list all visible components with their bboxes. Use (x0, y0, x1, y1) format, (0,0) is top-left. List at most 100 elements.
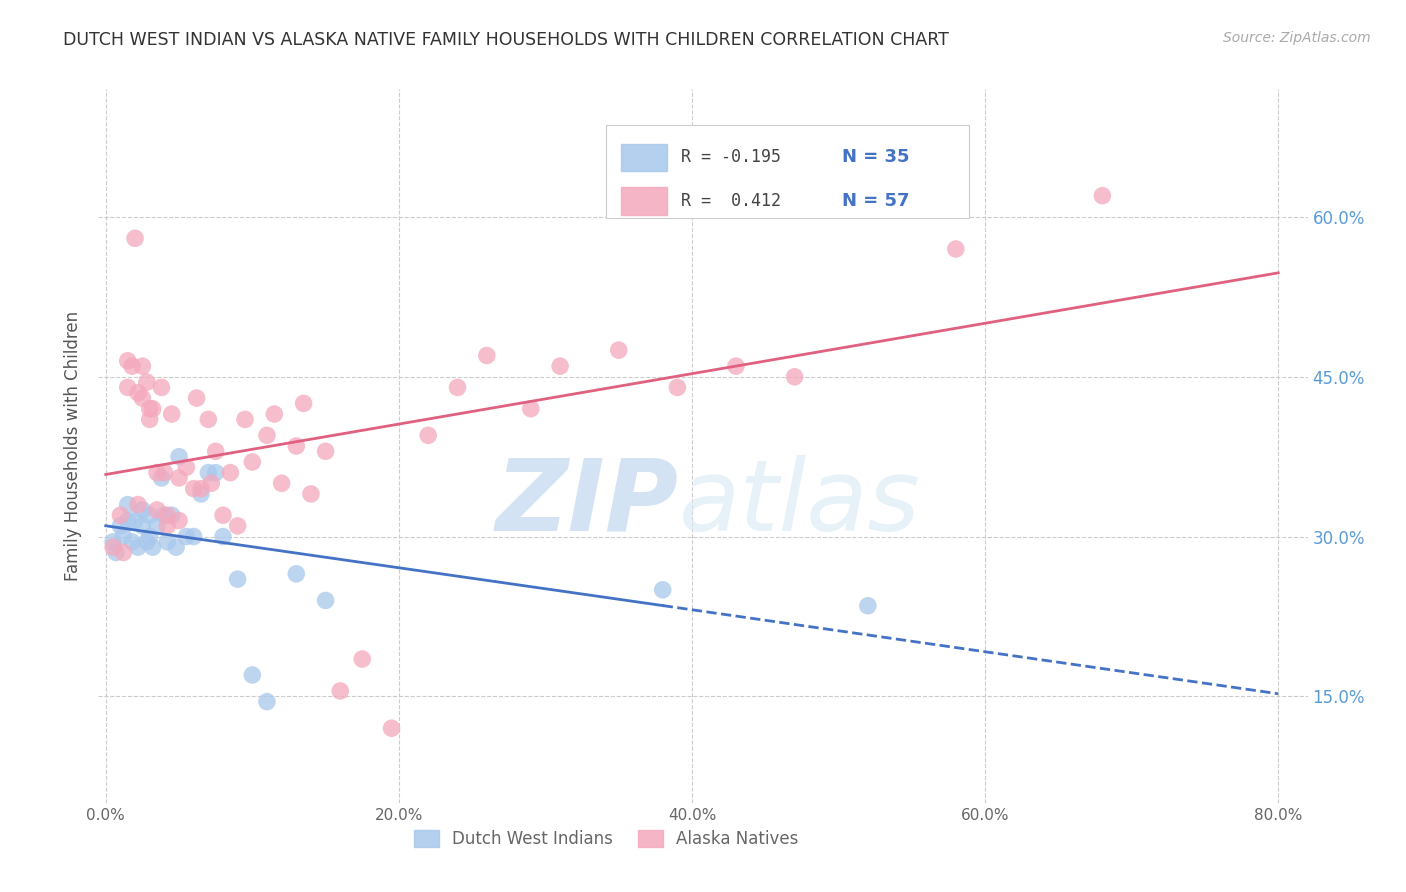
Point (724, 359, 747, 373)
Point (651, 582, 673, 597)
Point (153, 466, 176, 480)
Point (127, 540, 149, 554)
Point (146, 466, 169, 480)
Point (176, 529, 198, 543)
Point (101, 540, 124, 554)
Point (127, 498, 149, 512)
Point (105, 545, 128, 559)
Text: DUTCH WEST INDIAN VS ALASKA NATIVE FAMILY HOUSEHOLDS WITH CHILDREN CORRELATION C: DUTCH WEST INDIAN VS ALASKA NATIVE FAMIL… (63, 31, 949, 49)
Legend: Dutch West Indians, Alaska Natives: Dutch West Indians, Alaska Natives (408, 823, 806, 855)
Point (135, 534, 157, 549)
Point (156, 508, 179, 523)
Point (117, 498, 139, 512)
Point (190, 482, 212, 496)
Point (138, 529, 160, 543)
Point (131, 359, 153, 373)
Point (197, 412, 219, 426)
Point (101, 534, 124, 549)
Point (112, 529, 135, 543)
Text: atlas: atlas (679, 455, 921, 551)
Text: N = 57: N = 57 (842, 192, 910, 210)
Point (352, 652, 374, 666)
Point (380, 721, 402, 735)
Text: N = 35: N = 35 (842, 148, 910, 166)
FancyBboxPatch shape (606, 125, 969, 218)
Point (219, 466, 242, 480)
Point (160, 508, 183, 523)
Point (167, 450, 190, 464)
Point (204, 444, 226, 458)
Point (165, 540, 187, 554)
Point (299, 487, 322, 501)
Bar (621, 144, 666, 171)
Text: ZIP: ZIP (496, 455, 679, 551)
Point (131, 503, 153, 517)
Point (183, 529, 205, 543)
Point (285, 439, 308, 453)
Point (167, 514, 190, 528)
Point (156, 519, 179, 533)
Point (212, 529, 235, 543)
Point (666, 380, 689, 394)
Point (240, 455, 263, 469)
Point (135, 375, 157, 389)
Point (110, 508, 132, 523)
Point (142, 540, 165, 554)
Point (146, 519, 169, 533)
Point (418, 428, 440, 442)
Point (607, 343, 630, 358)
Point (233, 412, 256, 426)
Point (183, 482, 205, 496)
Point (446, 380, 468, 394)
Point (150, 380, 173, 394)
Point (142, 401, 165, 416)
Point (117, 514, 139, 528)
Point (226, 572, 249, 586)
Point (945, 242, 967, 256)
Point (285, 566, 308, 581)
Point (112, 545, 135, 559)
Point (127, 385, 149, 400)
Text: Source: ZipAtlas.com: Source: ZipAtlas.com (1223, 31, 1371, 45)
Point (146, 503, 169, 517)
Point (200, 476, 222, 491)
Point (197, 466, 219, 480)
Point (117, 353, 139, 368)
Point (315, 444, 337, 458)
Point (783, 369, 806, 384)
Point (138, 401, 160, 416)
Point (110, 519, 132, 533)
Bar (621, 187, 666, 214)
Point (856, 599, 879, 613)
Point (520, 401, 543, 416)
Point (176, 460, 198, 475)
Point (1091, 188, 1114, 202)
Point (138, 508, 160, 523)
Point (117, 380, 139, 394)
Point (124, 231, 146, 245)
Point (190, 487, 212, 501)
Point (475, 349, 498, 363)
Point (156, 534, 179, 549)
Point (150, 471, 173, 485)
Point (160, 407, 183, 421)
Point (138, 412, 160, 426)
Point (131, 519, 153, 533)
Text: R = -0.195: R = -0.195 (682, 148, 782, 166)
Point (212, 508, 235, 523)
Point (315, 593, 337, 607)
Point (292, 396, 315, 410)
Point (329, 684, 352, 698)
Point (167, 471, 190, 485)
Text: R =  0.412: R = 0.412 (682, 192, 782, 210)
Point (204, 466, 226, 480)
Y-axis label: Family Households with Children: Family Households with Children (65, 311, 83, 581)
Point (121, 359, 143, 373)
Point (153, 508, 176, 523)
Point (256, 695, 278, 709)
Point (240, 668, 263, 682)
Point (186, 391, 208, 405)
Point (226, 519, 249, 533)
Point (548, 359, 571, 373)
Point (124, 514, 146, 528)
